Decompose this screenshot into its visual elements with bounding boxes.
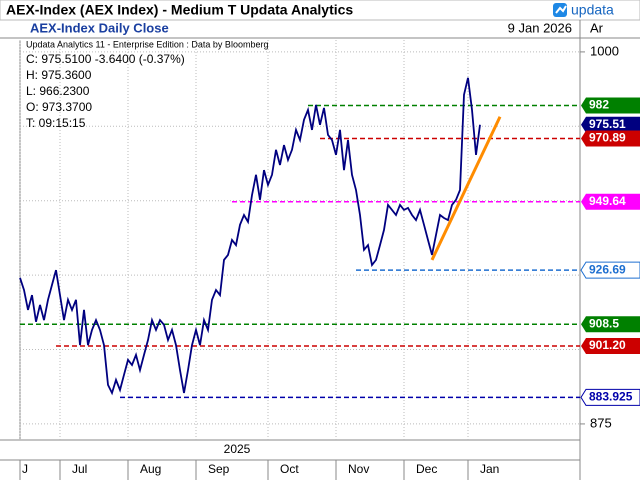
year-label: 2025 <box>224 442 251 456</box>
window-title: AEX-Index (AEX Index) - Medium T Updata … <box>6 2 353 18</box>
date-label: 9 Jan 2026 <box>508 20 572 35</box>
logo: updata <box>553 2 614 18</box>
level-box <box>581 97 640 114</box>
level-box <box>581 130 640 147</box>
level-box <box>581 116 640 133</box>
info-line: C: 975.5100 -3.6400 (-0.37%) <box>26 52 185 66</box>
x-tick-label: Oct <box>280 462 299 476</box>
x-tick-label: Jul <box>72 462 87 476</box>
x-tick-label: Dec <box>416 462 437 476</box>
info-line: L: 966.2300 <box>26 84 90 98</box>
title-bar <box>0 0 640 21</box>
info-line: O: 973.3700 <box>26 100 92 114</box>
level-label: 975.51 <box>589 117 626 131</box>
level-box <box>581 316 640 333</box>
level-label: 982 <box>589 98 609 112</box>
trendline <box>430 116 502 261</box>
level-box <box>581 337 640 354</box>
level-label: 926.69 <box>589 262 626 276</box>
chart-title: AEX-Index Daily Close <box>30 20 169 35</box>
info-line: Updata Analytics 11 - Enterprise Edition… <box>26 39 268 49</box>
x-tick-label: Sep <box>208 462 230 476</box>
x-tick-label: Nov <box>348 462 369 476</box>
y-tick-label: 1000 <box>590 43 619 58</box>
level-label: 908.5 <box>589 316 619 330</box>
level-label: 883.925 <box>589 390 633 404</box>
logo-text: updata <box>571 2 614 18</box>
level-label: 970.89 <box>589 131 626 145</box>
axis-header: Ar <box>590 20 604 35</box>
logo-mark <box>555 5 567 14</box>
level-label: 949.64 <box>589 194 626 208</box>
price-line <box>19 77 481 396</box>
x-tick-label: Aug <box>140 462 161 476</box>
y-tick-label: 875 <box>590 415 612 430</box>
level-box <box>581 193 640 210</box>
logo-icon <box>553 3 567 17</box>
level-label: 901.20 <box>589 338 626 352</box>
level-box <box>580 261 640 279</box>
level-box <box>580 388 640 406</box>
info-line: H: 975.3600 <box>26 68 92 82</box>
x-tick-label: Jan <box>480 462 499 476</box>
info-line: T: 09:15:15 <box>26 116 86 130</box>
x-tick-label: J <box>22 462 28 476</box>
